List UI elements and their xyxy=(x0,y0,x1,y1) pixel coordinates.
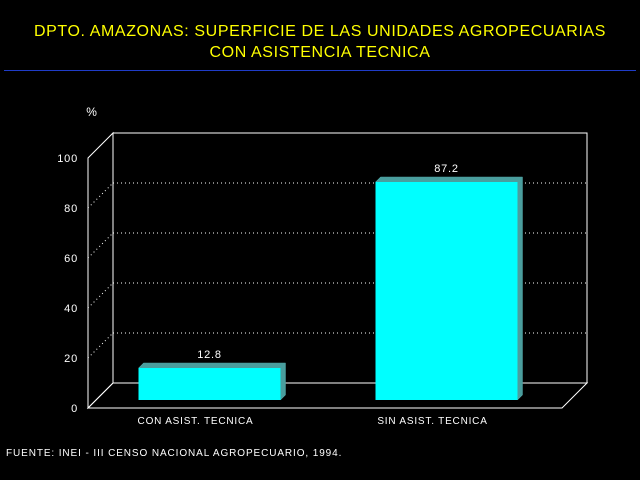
gridline-side xyxy=(87,182,114,209)
gridline-side xyxy=(87,282,114,309)
gridline-side xyxy=(87,232,114,259)
bar-value-label: 12.8 xyxy=(197,349,222,361)
chart-title-line-2: CON ASISTENCIA TECNICA xyxy=(209,44,431,61)
bar-top-face xyxy=(374,176,524,183)
bar xyxy=(138,368,281,400)
bar-side-face xyxy=(517,176,523,401)
title-divider xyxy=(4,70,636,71)
source-note: FUENTE: INEI - III CENSO NACIONAL AGROPE… xyxy=(6,448,343,459)
x-category-label: CON ASIST. TECNICA xyxy=(138,416,254,427)
y-tick-label: 0 xyxy=(71,403,78,415)
bar-top-face xyxy=(137,362,287,369)
gridline-side xyxy=(87,332,114,359)
bar xyxy=(375,182,518,400)
y-tick-label: 80 xyxy=(64,203,78,215)
bar-side-face xyxy=(280,362,286,401)
y-tick-label: 20 xyxy=(64,353,78,365)
chart-back-wall xyxy=(112,132,588,384)
bar-value-label: 87.2 xyxy=(434,163,459,175)
chart-left-wall xyxy=(87,131,114,410)
y-tick-label: 60 xyxy=(64,253,78,265)
y-axis-label: % xyxy=(86,105,97,119)
chart-title-line-1: DPTO. AMAZONAS: SUPERFICIE DE LAS UNIDAD… xyxy=(33,23,607,40)
x-category-label: SIN ASIST. TECNICA xyxy=(377,416,487,427)
y-tick-label: 40 xyxy=(64,303,78,315)
y-tick-label: 100 xyxy=(57,153,78,165)
